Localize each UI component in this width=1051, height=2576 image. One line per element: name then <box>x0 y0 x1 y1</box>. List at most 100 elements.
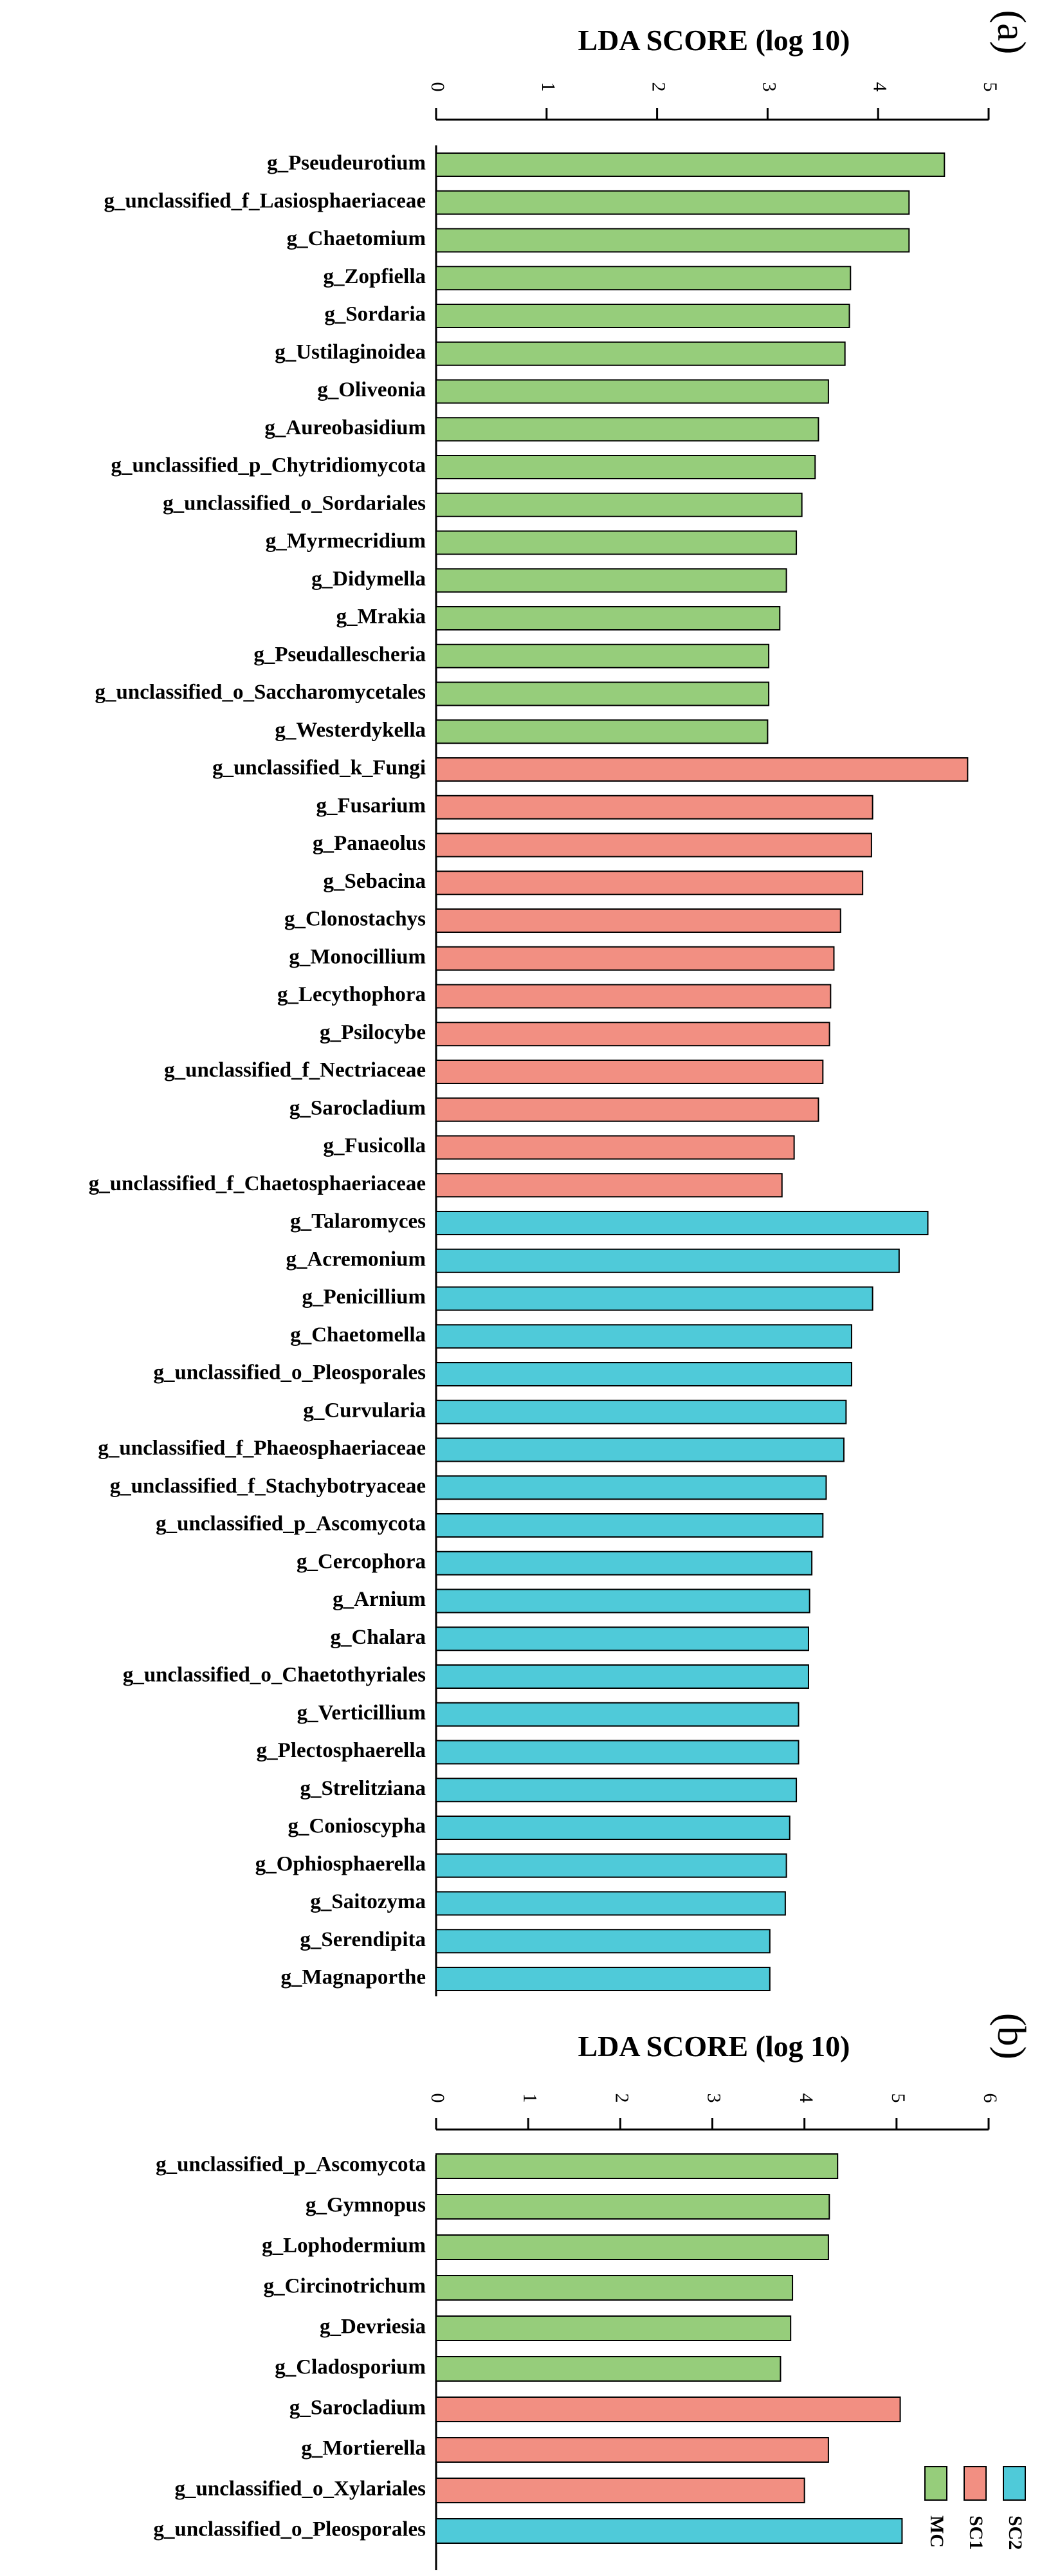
chart-1-bar-label-1: g_Pseudeurotium <box>267 152 426 175</box>
chart-1-bar-37 <box>435 1513 824 1538</box>
chart-1-bar-label-27: g_Fusicolla <box>323 1134 426 1157</box>
chart-1-bar-label-20: g_Sebacina <box>323 870 426 893</box>
chart-1-bar-label-11: g_Myrmecridium <box>266 529 426 553</box>
chart-1-bar-6 <box>435 341 846 366</box>
chart-1-tick-label-2: 2 <box>648 82 670 92</box>
chart-2-bar-label-8: g_Mortierella <box>301 2437 426 2460</box>
chart-1-bar-42 <box>435 1702 800 1727</box>
chart-1-bar-16 <box>435 719 769 744</box>
chart-2-tick-label-4: 4 <box>796 2093 817 2103</box>
chart-1-bar-4 <box>435 266 852 291</box>
chart-1-bar-label-21: g_Clonostachys <box>284 908 426 931</box>
chart-1-bar-46 <box>435 1853 787 1878</box>
chart-1-bar-30 <box>435 1248 900 1273</box>
chart-1-bar-14 <box>435 643 770 668</box>
chart-1-bar-32 <box>435 1324 852 1349</box>
chart-1-bar-36 <box>435 1475 827 1500</box>
chart-1-bar-label-48: g_Serendipita <box>300 1928 426 1951</box>
chart-1-bar-13 <box>435 606 781 630</box>
chart-1-bar-33 <box>435 1362 852 1386</box>
chart-1-bar-19 <box>435 833 872 858</box>
chart-2-bar-label-10: g_unclassified_o_Pleosporales <box>153 2518 426 2541</box>
chart-1-bar-15 <box>435 681 770 706</box>
chart-1-bar-label-15: g_unclassified_o_Saccharomycetales <box>95 681 426 704</box>
chart-1-bar-label-47: g_Saitozyma <box>310 1890 426 1913</box>
chart-2-bar-10 <box>435 2518 903 2544</box>
chart-1-bar-label-26: g_Sarocladium <box>289 1096 426 1119</box>
chart-1-bar-label-10: g_unclassified_o_Sordariales <box>163 492 426 515</box>
chart-1-bar-label-45: g_Conioscypha <box>288 1815 426 1838</box>
chart-1-tick-label-4: 4 <box>869 82 890 92</box>
chart-1-bar-3 <box>435 228 910 253</box>
chart-1-bar-29 <box>435 1211 929 1235</box>
chart-1-bar-label-24: g_Psilocybe <box>320 1021 426 1044</box>
chart-2-bar-label-2: g_Gymnopus <box>306 2194 426 2217</box>
chart-1-bar-label-29: g_Talaromyces <box>290 1210 426 1233</box>
chart-1-bar-label-6: g_Ustilaginoidea <box>275 340 426 363</box>
chart-1-bar-10 <box>435 492 803 517</box>
chart-1-bar-38 <box>435 1550 813 1576</box>
chart-1-bar-label-28: g_unclassified_f_Chaetosphaeriaceae <box>89 1172 426 1195</box>
chart-1-bar-label-49: g_Magnaporthe <box>281 1966 426 1989</box>
chart-1-tick-label-5: 5 <box>980 82 1001 92</box>
chart-1-bar-12 <box>435 568 787 593</box>
chart-1-bar-label-9: g_unclassified_p_Chytridiomycota <box>111 454 426 477</box>
chart-2-bar-label-7: g_Sarocladium <box>289 2397 426 2420</box>
chart-1-bar-44 <box>435 1778 798 1803</box>
chart-1-bar-label-35: g_unclassified_f_Phaeosphaeriaceae <box>98 1437 426 1460</box>
chart-1-tick-label-1: 1 <box>538 82 559 92</box>
chart-1-bar-39 <box>435 1588 810 1614</box>
legend-label-sc2: SC2 <box>1005 2516 1026 2550</box>
chart-1-panel-label: (a) <box>989 10 1033 55</box>
chart-2-bar-7 <box>435 2397 901 2422</box>
chart-1-bar-31 <box>435 1286 873 1311</box>
chart-1-bar-1 <box>435 152 946 177</box>
chart-2-bar-label-9: g_unclassified_o_Xylariales <box>174 2478 426 2501</box>
chart-1-bar-label-39: g_Arnium <box>333 1588 426 1611</box>
chart-1-bar-9 <box>435 455 816 479</box>
chart-1-bar-label-36: g_unclassified_f_Stachybotryaceae <box>110 1475 426 1498</box>
chart-1-bar-label-41: g_unclassified_o_Chaetothyriales <box>123 1664 426 1687</box>
chart-2-bar-label-5: g_Devriesia <box>320 2315 426 2339</box>
chart-1-axis-title: LDA SCORE (log 10) <box>578 24 850 57</box>
chart-2-tick-label-3: 3 <box>704 2093 725 2103</box>
chart-1-bar-26 <box>435 1097 819 1122</box>
chart-1-bar-label-16: g_Westerdykella <box>275 719 426 742</box>
chart-1-tick-label-0: 0 <box>427 82 448 92</box>
chart-1-bar-17 <box>435 757 969 782</box>
chart-2-bar-5 <box>435 2315 792 2341</box>
chart-2-bar-1 <box>435 2153 839 2179</box>
chart-1-bar-22 <box>435 946 835 971</box>
chart-1-bar-label-7: g_Oliveonia <box>317 378 426 401</box>
chart-1-bar-11 <box>435 530 798 555</box>
chart-2-tick-label-5: 5 <box>888 2093 909 2103</box>
chart-1-bar-label-38: g_Cercophora <box>297 1550 426 1573</box>
chart-1-bar-label-5: g_Sordaria <box>324 303 426 326</box>
chart-1-bar-label-8: g_Aureobasidium <box>264 416 426 439</box>
chart-1-bar-label-2: g_unclassified_f_Lasiosphaeriaceae <box>104 189 426 212</box>
chart-1-bar-label-46: g_Ophiosphaerella <box>255 1852 426 1875</box>
chart-1-bar-43 <box>435 1740 800 1765</box>
chart-2-tick-label-0: 0 <box>427 2093 448 2103</box>
chart-1-bar-label-34: g_Curvularia <box>303 1399 426 1422</box>
chart-1-bar-7 <box>435 379 829 404</box>
chart-2-tick-label-6: 6 <box>980 2093 1001 2103</box>
chart-2-bar-label-1: g_unclassified_p_Ascomycota <box>156 2153 426 2176</box>
chart-2-bar-4 <box>435 2275 794 2301</box>
chart-1-bar-label-33: g_unclassified_o_Pleosporales <box>153 1361 426 1385</box>
legend-label-sc1: SC1 <box>965 2516 987 2550</box>
chart-1-bar-label-44: g_Strelitziana <box>300 1777 426 1800</box>
chart-1-bar-label-43: g_Plectosphaerella <box>257 1739 426 1762</box>
chart-1-bar-25 <box>435 1060 824 1084</box>
chart-2-bar-label-6: g_Cladosporium <box>275 2356 426 2379</box>
legend-swatch-sc1 <box>964 2466 987 2501</box>
chart-1-bar-40 <box>435 1626 809 1651</box>
chart-2-axis-title: LDA SCORE (log 10) <box>578 2030 850 2063</box>
chart-2-bar-3 <box>435 2234 829 2260</box>
chart-2-bar-2 <box>435 2194 830 2220</box>
chart-1-bar-34 <box>435 1399 847 1424</box>
chart-2-bar-9 <box>435 2478 805 2503</box>
chart-2-tick-label-1: 1 <box>519 2093 540 2103</box>
chart-1-bar-5 <box>435 304 850 328</box>
chart-1-bar-24 <box>435 1022 830 1047</box>
